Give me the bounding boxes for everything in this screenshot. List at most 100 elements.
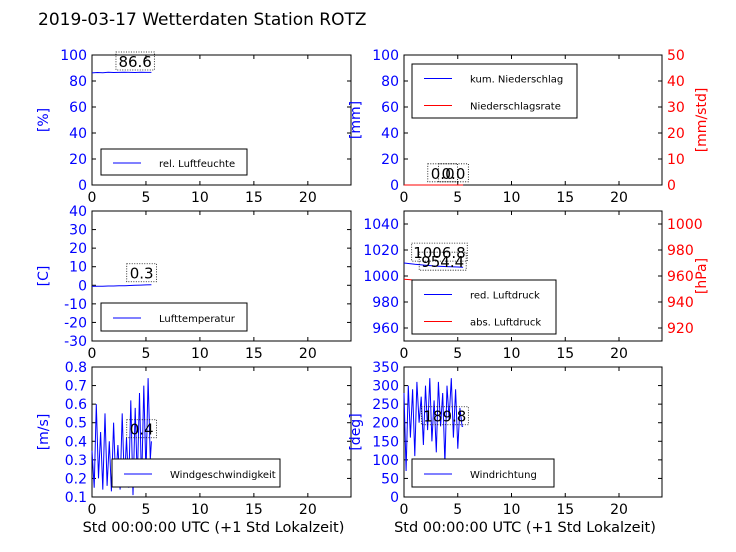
precip-xtick-label: 5 [453,190,462,206]
winddir-ytick-label: 100 [372,453,399,469]
windspeed-ytick-label: 0.2 [65,471,87,487]
pressure-ytick-label: 960 [372,321,399,337]
humidity-annotation: 86.6 [118,53,151,71]
temperature-legend-box [100,302,248,332]
windspeed-xtick-label: 10 [191,502,209,518]
humidity-ytick-label: 20 [69,152,87,168]
pressure-ytick-label: 1020 [363,243,399,259]
precip-ytick-label: 20 [381,152,399,168]
windspeed-ylabel: [m/s] [36,414,52,451]
temperature-series-0-line [91,284,152,287]
winddir-ytick-label: 300 [372,379,399,395]
humidity-xtick-label: 15 [245,190,263,206]
winddir-ytick-label: 250 [372,397,399,413]
windspeed-xtick-label: 0 [88,502,97,518]
pressure-ytick2-label: 940 [667,295,694,311]
winddir-ytick-label: 0 [390,490,399,506]
windspeed-axes-frame [91,366,352,498]
windspeed-xlabel: Std 00:00:00 UTC (+1 Std Lokalzeit) [83,520,345,536]
pressure-annotation-box [418,251,467,271]
winddir-xtick-label: 0 [400,502,409,518]
humidity-axes-frame [91,54,352,186]
windspeed-ytick-label: 0.8 [65,360,87,376]
winddir-xtick-label: 5 [453,502,462,518]
temperature-ytick-label: -30 [64,334,87,350]
precip-legend-entry: kum. Niederschlag [470,75,563,86]
precip-ytick-label: 60 [381,100,399,116]
windspeed-ytick-label: 0.4 [65,434,87,450]
precip-ytick2-label: 40 [667,74,685,90]
figure-title: 2019-03-17 Wetterdaten Station ROTZ [38,10,367,30]
humidity-xtick-label: 10 [191,190,209,206]
pressure-ytick2-label: 960 [667,269,694,285]
precip-ytick2-label: 20 [667,126,685,142]
temperature-xtick-label: 15 [245,346,263,362]
temperature-ytick-label: 20 [69,241,87,257]
windspeed-ytick-label: 0.1 [65,490,87,506]
winddir-legend-entry: Windrichtung [470,470,537,481]
precip-ylabel2: [mm/std] [694,88,710,153]
humidity-legend-entry: rel. Luftfeuchte [159,159,235,170]
precip-ytick-label: 100 [372,48,399,64]
pressure-xtick-label: 15 [556,346,574,362]
pressure-ytick-label: 980 [372,295,399,311]
precip-xtick-label: 15 [556,190,574,206]
pressure-legend-entry: abs. Luftdruck [470,318,541,329]
pressure-annotation: 954.4 [421,253,464,271]
humidity-xtick-label: 20 [299,190,317,206]
pressure-legend-box [411,279,557,335]
precip-annotation-box [438,163,469,183]
humidity-ytick-label: 40 [69,126,87,142]
winddir-xtick-label: 15 [556,502,574,518]
pressure-xtick-label: 5 [453,346,462,362]
winddir-xlabel: Std 00:00:00 UTC (+1 Std Lokalzeit) [394,520,656,536]
humidity-ytick-label: 0 [78,178,87,194]
precip-ytick-label: 80 [381,74,399,90]
windspeed-xtick-label: 20 [299,502,317,518]
precip-annotation: 0.0 [442,165,466,183]
humidity-series-0-line [91,71,152,74]
temperature-xtick-label: 0 [88,346,97,362]
precip-ytick-label: 0 [390,178,399,194]
humidity-ylabel: [%] [36,108,52,132]
temperature-ytick-label: -10 [64,297,87,313]
temperature-ytick-label: 40 [69,204,87,220]
winddir-ytick-label: 200 [372,416,399,432]
humidity-legend-box [100,148,248,176]
humidity-ytick-label: 80 [69,74,87,90]
pressure-ytick2-label: 980 [667,243,694,259]
pressure-xtick-label: 20 [610,346,628,362]
windspeed-series-0-line [91,378,152,496]
winddir-xtick-label: 10 [503,502,521,518]
precip-ytick2-label: 50 [667,48,685,64]
precip-ytick2-label: 30 [667,100,685,116]
pressure-annotation: 1006.8 [413,244,466,262]
temperature-annotation: 0.3 [130,265,154,283]
windspeed-ytick-label: 0.3 [65,453,87,469]
precip-xtick-label: 20 [610,190,628,206]
winddir-ytick-label: 150 [372,434,399,450]
temperature-xtick-label: 10 [191,346,209,362]
precip-ylabel: [mm] [348,101,364,139]
pressure-ytick2-label: 1000 [667,217,703,233]
winddir-axes-frame [403,366,663,498]
winddir-annotation: 189.8 [423,408,466,426]
humidity-xtick-label: 0 [88,190,97,206]
precip-ytick2-label: 0 [667,178,676,194]
temperature-ytick-label: 30 [69,223,87,239]
temperature-ytick-label: 10 [69,260,87,276]
precip-ytick2-label: 10 [667,152,685,168]
precip-xtick-label: 10 [503,190,521,206]
pressure-ytick2-label: 920 [667,321,694,337]
pressure-xtick-label: 10 [503,346,521,362]
temperature-xtick-label: 5 [141,346,150,362]
temperature-axes-frame [91,210,352,342]
pressure-ylabel2: [hPa] [694,258,710,294]
windspeed-annotation-box [126,419,157,439]
precip-legend-box [411,63,578,119]
pressure-annotation-box [411,242,468,262]
temperature-legend-entry: Lufttemperatur [159,314,236,325]
winddir-xtick-label: 20 [610,502,628,518]
winddir-annotation-box [420,406,469,426]
